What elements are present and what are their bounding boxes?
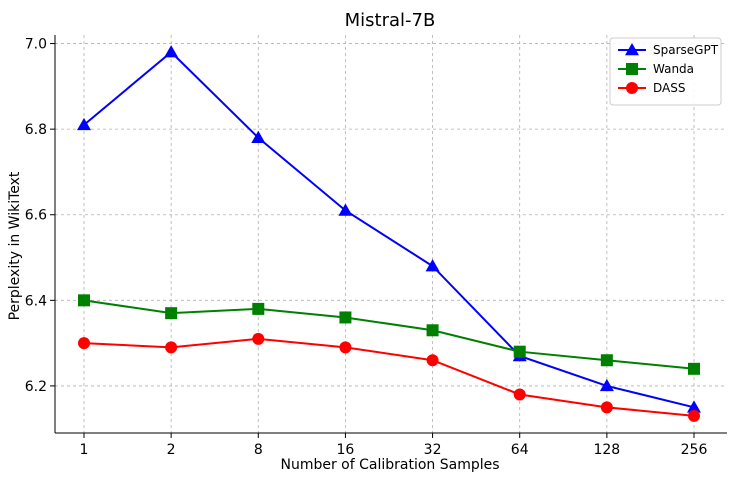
chart-title: Mistral-7B xyxy=(345,10,436,31)
data-point-sparsegpt xyxy=(425,259,440,272)
x-tick-label: 32 xyxy=(424,442,442,458)
x-tick-label: 128 xyxy=(593,442,620,458)
y-tick-label: 6.4 xyxy=(25,293,47,309)
data-point-dass xyxy=(688,409,700,422)
series-line-sparsegpt xyxy=(83,50,695,409)
data-point-dass xyxy=(165,341,178,354)
x-tick-label: 1 xyxy=(80,442,89,458)
y-tick-label: 6.2 xyxy=(25,379,47,395)
legend-label-sparsegpt: SparseGPT xyxy=(653,43,719,57)
data-point-wanda xyxy=(600,354,613,367)
x-tick-label: 8 xyxy=(254,442,263,458)
data-point-wanda xyxy=(339,311,352,324)
x-tick-label: 16 xyxy=(337,442,355,458)
legend-marker-dass xyxy=(626,82,638,94)
legend: SparseGPT Wanda DASS xyxy=(609,37,722,106)
legend-label-wanda: Wanda xyxy=(653,62,694,76)
y-tick-label: 7.0 xyxy=(25,37,47,53)
data-point-sparsegpt xyxy=(338,203,353,216)
data-point-dass xyxy=(426,354,439,367)
legend-label-dass: DASS xyxy=(653,81,685,95)
series-line-wanda xyxy=(83,299,695,370)
series-line-dass xyxy=(83,337,695,417)
y-axis-label: Perplexity in WikiText xyxy=(7,171,23,320)
data-point-wanda xyxy=(688,362,700,375)
y-tick-label: 6.6 xyxy=(25,208,47,224)
data-point-sparsegpt xyxy=(77,117,91,131)
x-tick-label: 64 xyxy=(511,442,529,458)
y-tick-label: 6.8 xyxy=(25,122,47,138)
data-point-dass xyxy=(252,332,265,345)
data-point-wanda xyxy=(165,307,178,320)
data-point-sparsegpt xyxy=(687,400,701,413)
data-point-wanda xyxy=(513,345,526,358)
x-tick-label: 2 xyxy=(167,442,176,458)
data-point-dass xyxy=(600,401,613,414)
x-axis-label: Number of Calibration Samples xyxy=(280,457,499,473)
series-layer xyxy=(77,45,701,422)
data-point-wanda xyxy=(426,324,439,337)
data-point-dass xyxy=(513,388,526,401)
data-point-sparsegpt xyxy=(599,378,614,392)
legend-marker-wanda xyxy=(626,63,638,75)
data-point-dass xyxy=(78,337,90,350)
data-point-wanda xyxy=(252,302,265,315)
data-point-sparsegpt xyxy=(164,45,179,58)
data-point-sparsegpt xyxy=(251,130,266,143)
data-point-wanda xyxy=(78,294,90,307)
data-point-dass xyxy=(339,341,352,354)
x-tick-label: 256 xyxy=(681,442,708,458)
legend-marker-sparsegpt xyxy=(625,43,639,56)
